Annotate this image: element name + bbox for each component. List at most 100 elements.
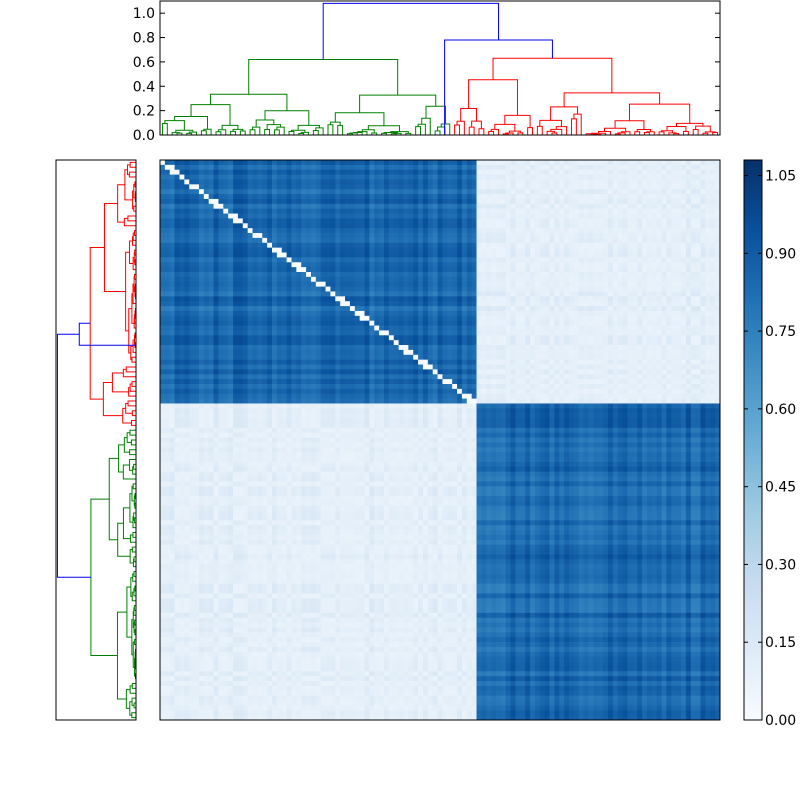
heatmap-cell: [564, 213, 570, 219]
heatmap-cell: [194, 301, 200, 307]
heatmap-cell: [637, 223, 643, 229]
heatmap-cell: [671, 174, 677, 180]
heatmap-cell: [690, 218, 697, 224]
heatmap-cell: [306, 179, 312, 185]
heatmap-cell: [349, 257, 356, 263]
heatmap-cell: [427, 174, 434, 180]
heatmap-cell: [598, 208, 604, 214]
dendrogram-link: [118, 444, 125, 473]
heatmap-cell: [179, 179, 185, 185]
heatmap-cell: [603, 296, 609, 302]
heatmap-cell: [349, 233, 356, 239]
heatmap-cell: [437, 340, 443, 346]
heatmap-cell: [452, 257, 458, 263]
heatmap-cell: [500, 198, 507, 205]
heatmap-cell: [593, 262, 599, 268]
dendrogram-link: [673, 133, 680, 135]
heatmap-cell: [437, 320, 443, 326]
heatmap-cell: [447, 164, 453, 171]
heatmap-cell: [413, 349, 419, 356]
heatmap-cell: [223, 203, 229, 210]
heatmap-cell: [315, 252, 322, 258]
heatmap-cell: [598, 296, 604, 302]
heatmap-cell: [598, 306, 604, 312]
heatmap-cell: [690, 160, 697, 166]
heatmap-cell: [505, 252, 512, 258]
heatmap-cell: [267, 335, 273, 341]
heatmap-cell: [315, 272, 322, 278]
heatmap-cell: [315, 330, 322, 336]
heatmap-cell: [573, 169, 580, 176]
heatmap-cell: [525, 310, 531, 317]
heatmap-cell: [705, 349, 711, 356]
heatmap-cell: [194, 198, 200, 205]
heatmap-cell: [569, 169, 575, 176]
heatmap-cell: [573, 262, 580, 268]
heatmap-cell: [160, 228, 166, 234]
heatmap-cell: [656, 325, 662, 331]
heatmap-cell: [700, 257, 706, 263]
heatmap-cell: [174, 310, 180, 317]
heatmap-cell: [457, 281, 463, 288]
heatmap-cell: [247, 179, 253, 185]
heatmap-cell: [374, 247, 380, 253]
heatmap-cell: [179, 291, 185, 297]
heatmap-cell: [598, 272, 604, 278]
heatmap-cell: [349, 213, 356, 219]
heatmap-cell: [345, 247, 351, 253]
heatmap-cell: [374, 179, 380, 185]
heatmap-cell: [710, 228, 716, 234]
heatmap-cell: [369, 276, 375, 283]
heatmap-cell: [164, 359, 171, 365]
heatmap-cell: [160, 359, 166, 365]
heatmap-cell: [593, 208, 599, 214]
heatmap-cell: [515, 325, 521, 331]
heatmap-cell: [622, 218, 628, 224]
heatmap-cell: [257, 359, 263, 365]
heatmap-cell: [223, 301, 229, 307]
heatmap-cell: [374, 257, 380, 263]
heatmap-cell: [593, 233, 599, 239]
heatmap-cell: [705, 296, 711, 302]
heatmap-cell: [520, 354, 526, 361]
heatmap-cell: [544, 252, 550, 258]
heatmap-cell: [349, 223, 356, 229]
heatmap-cell: [374, 291, 380, 297]
heatmap-cell: [306, 340, 312, 346]
heatmap-cell: [418, 286, 424, 292]
heatmap-cell: [666, 174, 672, 180]
heatmap-cell: [198, 281, 205, 288]
heatmap-cell: [379, 257, 385, 263]
heatmap-cell: [593, 320, 599, 326]
heatmap-cell: [705, 267, 711, 273]
heatmap-cell: [583, 286, 589, 292]
heatmap-cell: [510, 301, 516, 307]
heatmap-cell: [388, 349, 395, 356]
heatmap-cell: [408, 194, 414, 200]
heatmap-cell: [671, 267, 677, 273]
heatmap-cell: [564, 223, 570, 229]
heatmap-cell: [354, 345, 361, 351]
heatmap-cell: [534, 320, 541, 326]
heatmap-cell: [598, 194, 604, 200]
heatmap-cell: [218, 257, 224, 263]
heatmap-cell: [525, 320, 531, 326]
heatmap-cell: [530, 306, 536, 312]
heatmap-cell: [223, 325, 229, 331]
heatmap-cell: [700, 345, 706, 351]
heatmap-cell: [203, 218, 210, 224]
heatmap-cell: [354, 174, 361, 180]
heatmap-cell: [403, 237, 409, 244]
heatmap-cell: [432, 354, 438, 361]
heatmap-cell: [228, 237, 234, 244]
heatmap-cell: [242, 330, 249, 336]
heatmap-cell: [262, 301, 268, 307]
heatmap-cell: [413, 296, 419, 302]
heatmap-cell: [442, 301, 448, 307]
heatmap-cell: [164, 281, 171, 288]
heatmap-cell: [393, 223, 400, 229]
heatmap-cell: [208, 174, 214, 180]
heatmap-cell: [608, 218, 614, 224]
heatmap-cell: [549, 242, 555, 249]
heatmap-cell: [569, 315, 575, 322]
